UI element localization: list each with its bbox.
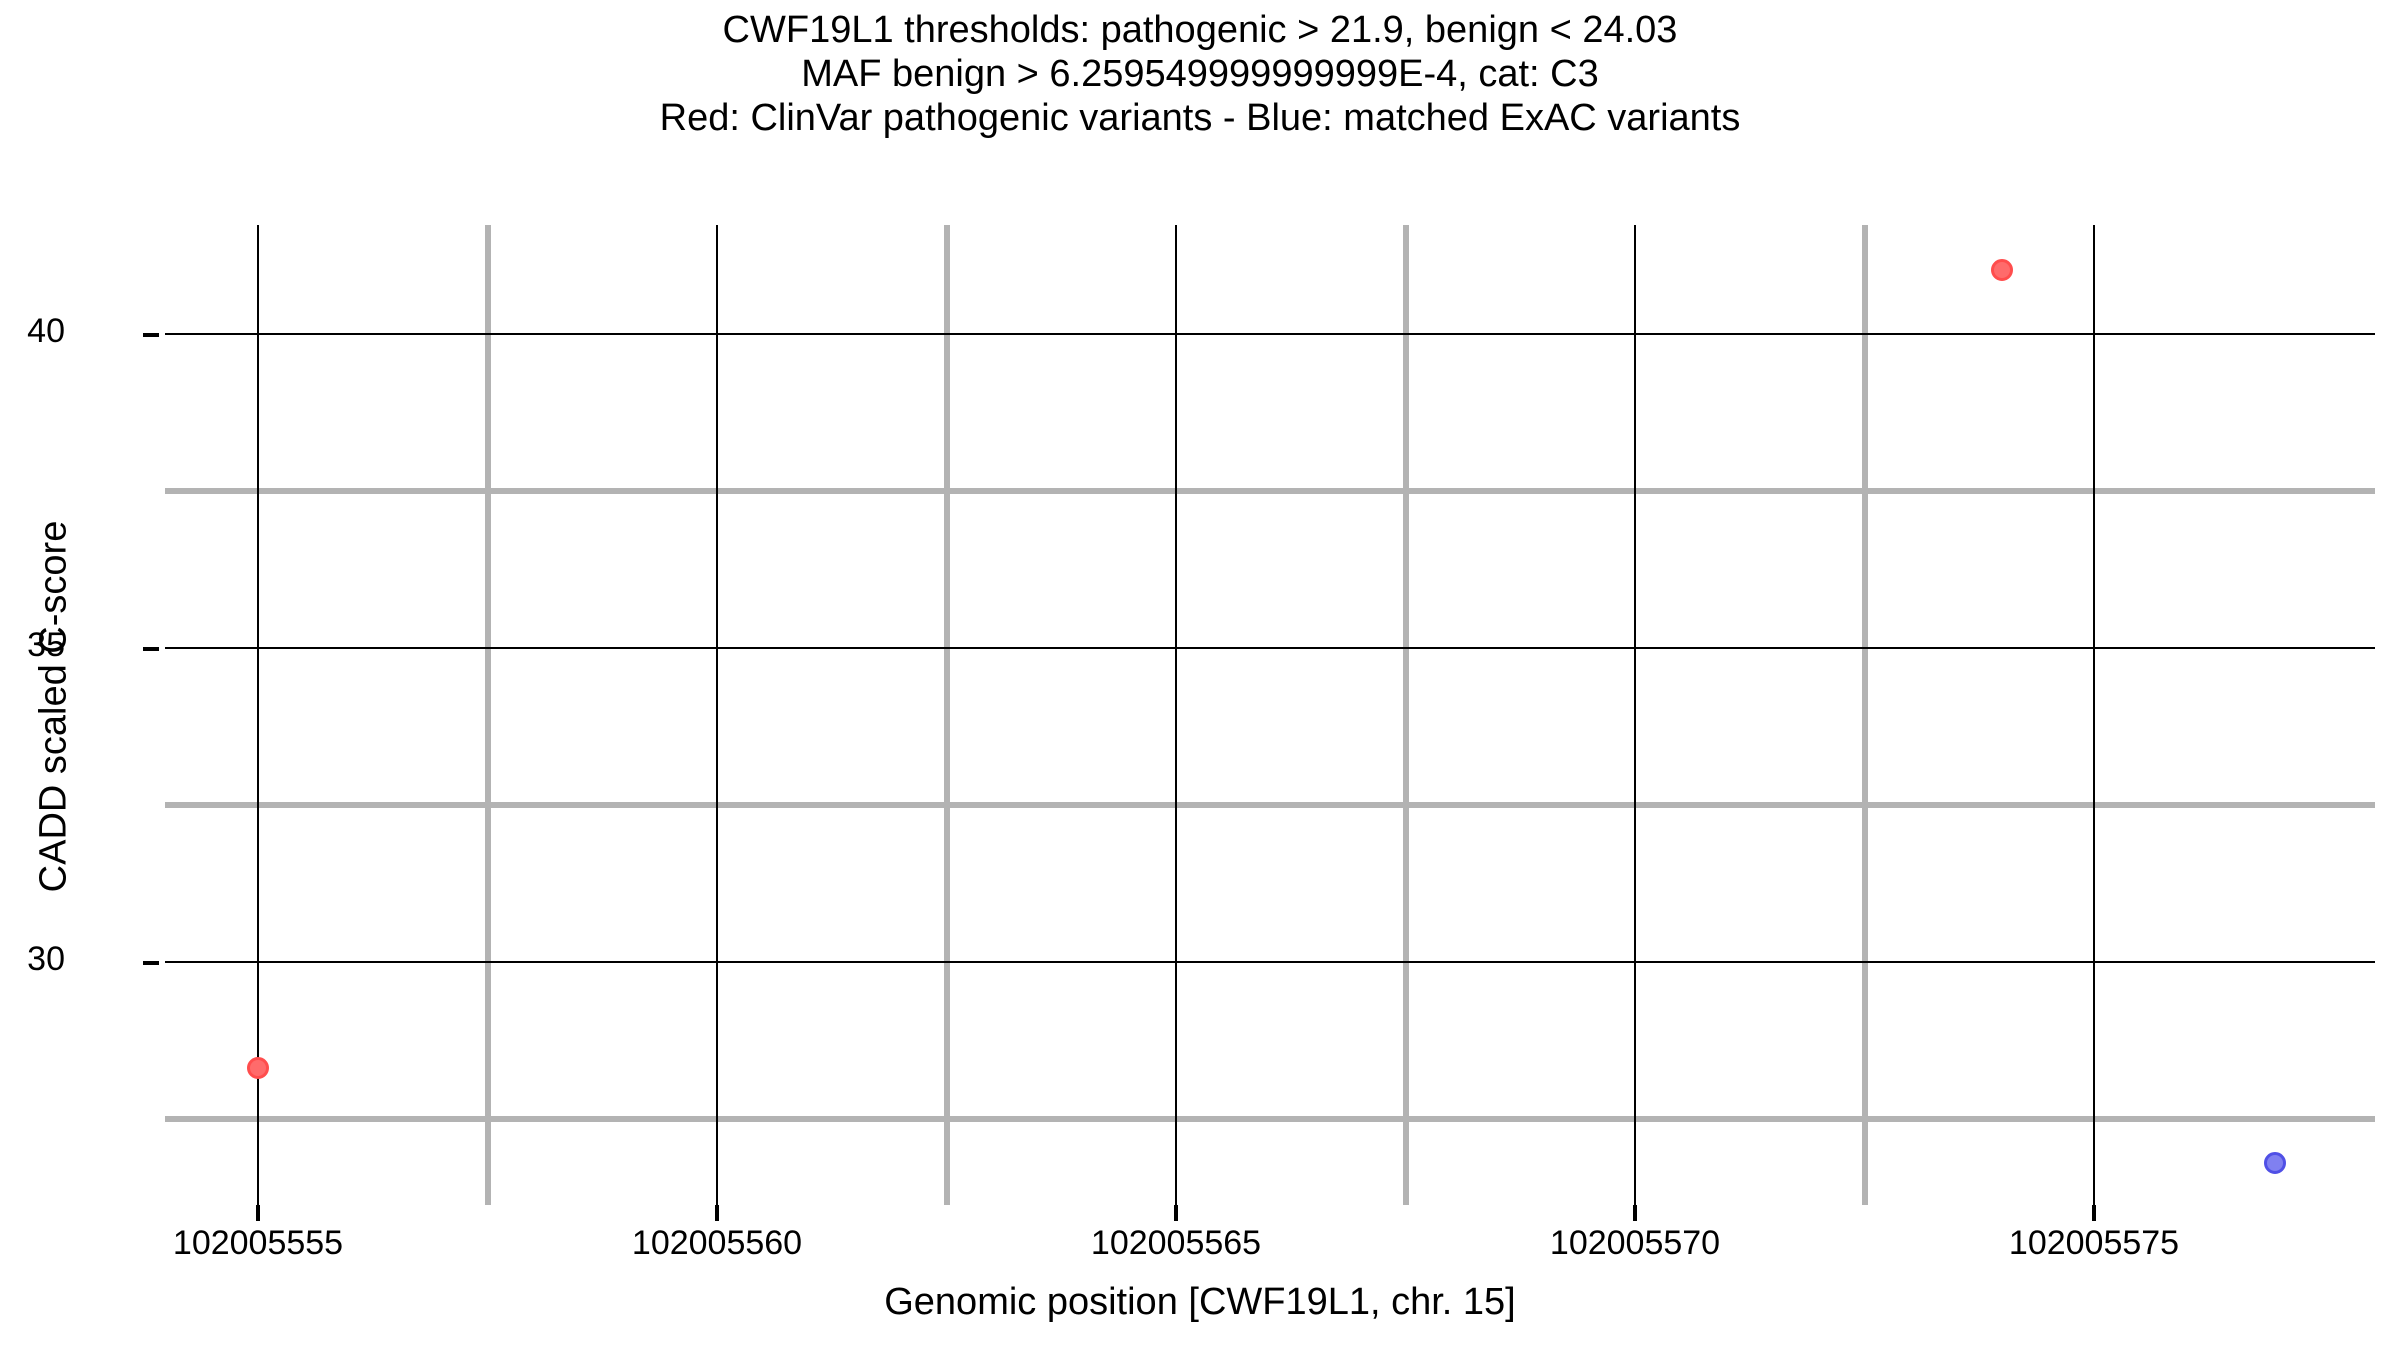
gridline-major-horizontal-30 [165, 961, 2375, 963]
x-tick-label-2: 102005560 [631, 1224, 803, 1262]
chart-title-line-2: MAF benign > 6.259549999999999E-4, cat: … [801, 53, 1599, 95]
gridline-major-vertical-102005555 [257, 225, 259, 1205]
x-tick-label-5: 102005575 [2008, 1224, 2180, 1262]
gridline-major-horizontal-35 [165, 647, 2375, 649]
chart-title: CWF19L1 thresholds: pathogenic > 21.9, b… [0, 8, 2400, 140]
y-tick-mark-40 [143, 333, 159, 337]
y-tick-mark-30 [143, 961, 159, 965]
y-axis-title: CADD scaled C-score [32, 520, 75, 893]
plot-area [165, 225, 2375, 1205]
x-axis-title: Genomic position [CWF19L1, chr. 15] [884, 1281, 1516, 1323]
x-tick-label-4: 102005570 [1549, 1224, 1721, 1262]
gridline-major-vertical-102005565 [1175, 225, 1177, 1205]
y-tick-label-35: 35 [27, 626, 65, 664]
data-point-exac-1[interactable] [2264, 1152, 2286, 1174]
x-tick-mark-4 [1633, 1205, 1637, 1221]
y-tick-label-40: 40 [27, 312, 65, 350]
gridline-minor-horizontal-27-5 [165, 1116, 2375, 1122]
gridline-major-vertical-102005575 [2093, 225, 2095, 1205]
data-point-pathogenic-2[interactable] [1991, 259, 2013, 281]
y-tick-label-30: 30 [27, 940, 65, 978]
gridline-minor-vertical-4 [1862, 225, 1868, 1205]
gridline-minor-horizontal-37-5 [165, 488, 2375, 494]
chart-title-line-3: Red: ClinVar pathogenic variants - Blue:… [659, 97, 1741, 139]
x-tick-mark-1 [256, 1205, 260, 1221]
x-tick-mark-3 [1174, 1205, 1178, 1221]
x-tick-mark-2 [715, 1205, 719, 1221]
gridline-minor-horizontal-32-5 [165, 802, 2375, 808]
data-point-pathogenic-1[interactable] [247, 1057, 269, 1079]
gridline-major-horizontal-40 [165, 333, 2375, 335]
y-tick-mark-35 [143, 647, 159, 651]
gridline-minor-vertical-2 [944, 225, 950, 1205]
x-tick-label-3: 102005565 [1090, 1224, 1262, 1262]
x-tick-mark-5 [2092, 1205, 2096, 1221]
gridline-major-vertical-102005560 [716, 225, 718, 1205]
chart-title-line-1: CWF19L1 thresholds: pathogenic > 21.9, b… [722, 9, 1678, 51]
x-tick-label-1: 102005555 [172, 1224, 344, 1262]
gridline-major-vertical-102005570 [1634, 225, 1636, 1205]
gridline-minor-vertical-1 [485, 225, 491, 1205]
gridline-minor-vertical-3 [1403, 225, 1409, 1205]
